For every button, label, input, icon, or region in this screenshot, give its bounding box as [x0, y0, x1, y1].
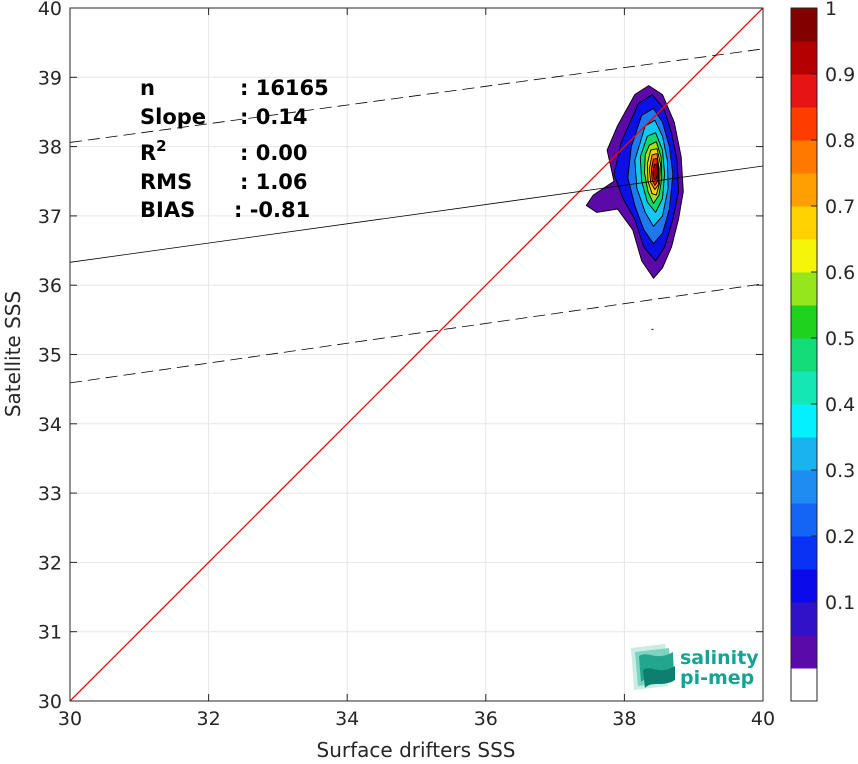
colorbar-segment — [791, 635, 817, 669]
colorbar-segment — [791, 536, 817, 570]
regression-fit-line — [70, 165, 763, 263]
colorbar-segment — [791, 371, 817, 405]
colorbar-tick-label: 0.7 — [825, 196, 855, 218]
colorbar-segment — [791, 107, 817, 141]
colorbar-segment — [791, 272, 817, 306]
colorbar-tick-label: 0.2 — [825, 526, 855, 548]
colorbar-segment — [791, 74, 817, 108]
one-to-one-line — [70, 8, 763, 701]
colorbar-segment — [791, 503, 817, 537]
stat-label: n — [140, 76, 155, 100]
colorbar-tick-label: 0.5 — [825, 328, 855, 350]
y-tick-label: 31 — [38, 622, 62, 644]
colorbar: 0.1 0.2 0.3 0.4 0.5 0.6 0.7 0.8 0.9 1 — [790, 0, 855, 702]
stat-value: : 0.14 — [240, 105, 308, 129]
y-tick-label: 30 — [38, 691, 62, 713]
lower-bound-line — [70, 283, 763, 384]
y-tick-label: 37 — [38, 206, 62, 228]
salinity-pimep-logo: salinity pi-mep — [631, 644, 759, 690]
colorbar-segment — [791, 602, 817, 636]
colorbar-segment — [791, 569, 817, 603]
x-tick-label: 36 — [474, 708, 498, 730]
colorbar-segment — [791, 8, 817, 42]
colorbar-tick-label: 0.9 — [825, 64, 855, 86]
colorbar-segment — [791, 41, 817, 75]
stat-value: : 16165 — [240, 76, 329, 100]
logo-text-line1: salinity — [680, 647, 759, 669]
colorbar-segment — [791, 404, 817, 438]
x-axis-ticks: 30 32 34 36 38 40 — [58, 8, 775, 730]
y-tick-label: 32 — [38, 552, 62, 574]
x-tick-label: 34 — [335, 708, 359, 730]
colorbar-tick-label: 0.1 — [825, 592, 855, 614]
stat-label-text: Slope — [140, 105, 206, 129]
colorbar-tick-label: 0.3 — [825, 460, 855, 482]
stat-label-superscript: 2 — [156, 137, 166, 155]
y-tick-label: 38 — [38, 137, 62, 159]
y-tick-label: 34 — [38, 414, 62, 436]
logo-text-line2: pi-mep — [680, 667, 754, 689]
y-tick-label: 36 — [38, 275, 62, 297]
x-tick-label: 40 — [751, 708, 775, 730]
colorbar-tick-label: 0.6 — [825, 262, 855, 284]
colorbar-segment — [791, 668, 817, 702]
stat-label: R2 — [140, 137, 167, 165]
y-tick-label: 40 — [38, 0, 62, 20]
stat-label-text: RMS — [140, 170, 192, 194]
stat-label: RMS — [140, 170, 192, 194]
y-axis-ticks: 30 31 32 33 34 35 36 37 38 39 40 — [38, 0, 763, 713]
logo-mark-icon — [631, 644, 675, 690]
colorbar-segment — [791, 239, 817, 273]
x-axis-label: Surface drifters SSS — [317, 738, 516, 762]
statistics-box: n : 16165 Slope : 0.14 R2 : 0.00 RMS : 1.06 BIAS… — [140, 76, 329, 222]
y-tick-label: 35 — [38, 345, 62, 367]
regression-lines — [70, 8, 763, 701]
stat-label-text: BIAS — [140, 198, 195, 222]
contour-speck — [651, 328, 654, 331]
stat-value: : 1.06 — [240, 170, 308, 194]
density-contours — [585, 85, 684, 331]
colorbar-segment — [791, 338, 817, 372]
x-tick-label: 32 — [197, 708, 221, 730]
colorbar-segment — [791, 305, 817, 339]
colorbar-tick-label: 0.8 — [825, 130, 855, 152]
colorbar-segment — [791, 140, 817, 174]
y-tick-label: 39 — [38, 67, 62, 89]
y-tick-label: 33 — [38, 483, 62, 505]
stat-value: : 0.00 — [240, 141, 308, 165]
colorbar-tick-label: 0.4 — [825, 394, 855, 416]
colorbar-frame — [790, 7, 818, 702]
contour-level — [652, 163, 659, 180]
stat-label-text: n — [140, 76, 155, 100]
y-axis-label: Satellite SSS — [1, 291, 25, 417]
colorbar-segment — [791, 437, 817, 471]
stat-label-text: R — [140, 141, 156, 165]
x-tick-label: 30 — [58, 708, 82, 730]
stat-label: BIAS — [140, 198, 195, 222]
upper-bound-line — [70, 48, 763, 143]
stat-value: : -0.81 — [234, 198, 310, 222]
stat-label: Slope — [140, 105, 206, 129]
colorbar-tick-label: 1 — [825, 0, 837, 20]
x-tick-label: 38 — [612, 708, 636, 730]
colorbar-segment — [791, 470, 817, 504]
colorbar-segment — [791, 173, 817, 207]
colorbar-segment — [791, 206, 817, 240]
